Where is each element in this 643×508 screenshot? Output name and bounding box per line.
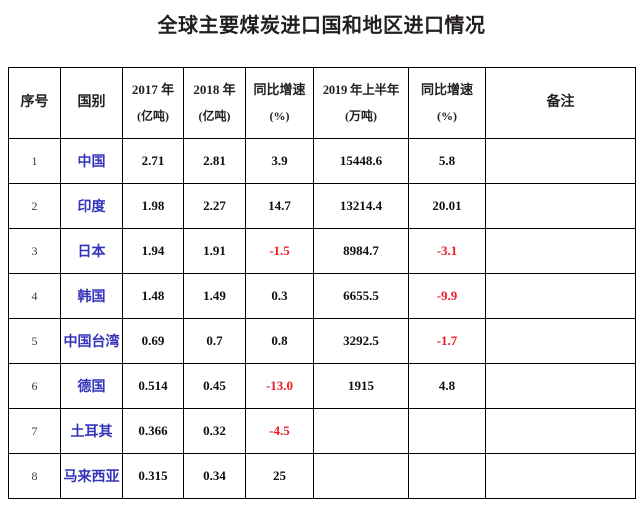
- cell-index: 2: [8, 183, 61, 229]
- coal-import-table: 序号 国别 2017 年 (亿吨) 2018 年 (亿吨) 同比增速 (%): [8, 67, 636, 499]
- page-title: 全球主要煤炭进口国和地区进口情况: [157, 15, 486, 37]
- cell-import-2018: 1.91: [183, 228, 246, 274]
- cell-import-2017: 0.366: [122, 408, 184, 454]
- cell-index: 1: [8, 138, 61, 184]
- column-header-growth-2019: 同比增速 (%): [408, 67, 486, 139]
- cell-note: [485, 363, 636, 409]
- cell-country: 土耳其: [60, 408, 123, 454]
- cell-index: 5: [8, 318, 61, 364]
- column-header-2019-h1: 2019 年上半年 (万吨): [313, 67, 409, 139]
- cell-note: [485, 228, 636, 274]
- cell-growth-2019: 20.01: [408, 183, 486, 229]
- cell-import-2018: 2.81: [183, 138, 246, 184]
- cell-note: [485, 273, 636, 319]
- cell-import-2017: 0.69: [122, 318, 184, 364]
- column-header-note: 备注: [485, 67, 636, 139]
- column-header-country: 国别: [60, 67, 123, 139]
- table-header: 序号 国别 2017 年 (亿吨) 2018 年 (亿吨) 同比增速 (%): [8, 67, 636, 139]
- column-header-2017: 2017 年 (亿吨): [122, 67, 184, 139]
- cell-growth-2018: 14.7: [245, 183, 314, 229]
- table-body: 1 中国 2.71 2.81 3.9 15448.6 5.8 2 印度 1.98 2.27 14.7 1…: [8, 138, 636, 499]
- cell-import-2018: 0.32: [183, 408, 246, 454]
- cell-index: 3: [8, 228, 61, 274]
- cell-country: 马来西亚: [60, 453, 123, 499]
- cell-note: [485, 183, 636, 229]
- cell-import-2017: 1.98: [122, 183, 184, 229]
- cell-growth-2019: -1.7: [408, 318, 486, 364]
- cell-import-2019-h1: 8984.7: [313, 228, 409, 274]
- table-row[interactable]: 3 日本 1.94 1.91 -1.5 8984.7 -3.1: [8, 228, 636, 274]
- cell-note: [485, 318, 636, 364]
- cell-index: 6: [8, 363, 61, 409]
- cell-import-2017: 1.94: [122, 228, 184, 274]
- cell-growth-2019: [408, 408, 486, 454]
- cell-growth-2019: 5.8: [408, 138, 486, 184]
- cell-country: 韩国: [60, 273, 123, 319]
- table-header-row: 序号 国别 2017 年 (亿吨) 2018 年 (亿吨) 同比增速 (%): [8, 67, 636, 139]
- table-row[interactable]: 7 土耳其 0.366 0.32 -4.5: [8, 408, 636, 454]
- cell-import-2019-h1: [313, 408, 409, 454]
- cell-growth-2018: 0.8: [245, 318, 314, 364]
- cell-import-2018: 0.45: [183, 363, 246, 409]
- cell-note: [485, 453, 636, 499]
- cell-import-2019-h1: [313, 453, 409, 499]
- cell-import-2019-h1: 15448.6: [313, 138, 409, 184]
- table-row[interactable]: 4 韩国 1.48 1.49 0.3 6655.5 -9.9: [8, 273, 636, 319]
- cell-import-2019-h1: 1915: [313, 363, 409, 409]
- column-header-growth-2018: 同比增速 (%): [245, 67, 314, 139]
- table-row[interactable]: 6 德国 0.514 0.45 -13.0 1915 4.8: [8, 363, 636, 409]
- cell-note: [485, 408, 636, 454]
- cell-growth-2018: 0.3: [245, 273, 314, 319]
- table-row[interactable]: 2 印度 1.98 2.27 14.7 13214.4 20.01: [8, 183, 636, 229]
- column-header-2018: 2018 年 (亿吨): [183, 67, 246, 139]
- cell-growth-2019: -9.9: [408, 273, 486, 319]
- coal-import-table-container: 序号 国别 2017 年 (亿吨) 2018 年 (亿吨) 同比增速 (%): [8, 67, 636, 499]
- cell-growth-2019: 4.8: [408, 363, 486, 409]
- cell-growth-2018: -13.0: [245, 363, 314, 409]
- cell-index: 7: [8, 408, 61, 454]
- cell-note: [485, 138, 636, 184]
- cell-index: 8: [8, 453, 61, 499]
- cell-import-2018: 1.49: [183, 273, 246, 319]
- table-row[interactable]: 5 中国台湾 0.69 0.7 0.8 3292.5 -1.7: [8, 318, 636, 364]
- cell-import-2017: 0.514: [122, 363, 184, 409]
- cell-country: 印度: [60, 183, 123, 229]
- cell-import-2017: 2.71: [122, 138, 184, 184]
- cell-growth-2018: -1.5: [245, 228, 314, 274]
- cell-growth-2018: 3.9: [245, 138, 314, 184]
- cell-import-2017: 0.315: [122, 453, 184, 499]
- cell-index: 4: [8, 273, 61, 319]
- cell-import-2018: 0.7: [183, 318, 246, 364]
- cell-import-2017: 1.48: [122, 273, 184, 319]
- column-header-index: 序号: [8, 67, 61, 139]
- cell-growth-2018: -4.5: [245, 408, 314, 454]
- table-row[interactable]: 1 中国 2.71 2.81 3.9 15448.6 5.8: [8, 138, 636, 184]
- cell-import-2018: 2.27: [183, 183, 246, 229]
- cell-country: 日本: [60, 228, 123, 274]
- cell-growth-2019: [408, 453, 486, 499]
- cell-country: 中国台湾: [60, 318, 123, 364]
- cell-country: 中国: [60, 138, 123, 184]
- cell-growth-2019: -3.1: [408, 228, 486, 274]
- cell-country: 德国: [60, 363, 123, 409]
- cell-import-2018: 0.34: [183, 453, 246, 499]
- cell-import-2019-h1: 6655.5: [313, 273, 409, 319]
- cell-import-2019-h1: 3292.5: [313, 318, 409, 364]
- cell-growth-2018: 25: [245, 453, 314, 499]
- table-row[interactable]: 8 马来西亚 0.315 0.34 25: [8, 453, 636, 499]
- cell-import-2019-h1: 13214.4: [313, 183, 409, 229]
